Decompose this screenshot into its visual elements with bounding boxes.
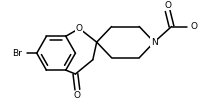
Text: O: O	[164, 1, 171, 10]
Text: N: N	[151, 38, 158, 47]
Text: Br: Br	[12, 49, 22, 58]
Text: O: O	[191, 22, 198, 31]
Text: O: O	[74, 91, 81, 100]
Text: O: O	[76, 24, 83, 33]
